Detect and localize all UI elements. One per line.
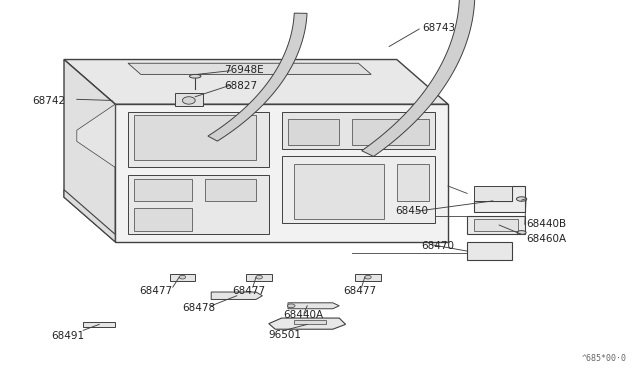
Polygon shape [467,216,525,234]
Ellipse shape [517,231,526,234]
Polygon shape [208,13,307,141]
Polygon shape [474,186,512,201]
Polygon shape [64,60,448,104]
Polygon shape [211,292,262,299]
Polygon shape [134,208,192,231]
Text: 76948E: 76948E [224,65,264,75]
Ellipse shape [189,74,201,78]
Polygon shape [128,175,269,234]
Ellipse shape [182,97,195,104]
Ellipse shape [516,197,527,201]
Bar [175,93,203,106]
Ellipse shape [365,275,371,279]
Polygon shape [64,190,115,242]
Text: 96501: 96501 [269,330,302,340]
Polygon shape [77,104,115,167]
Polygon shape [352,119,429,145]
Polygon shape [288,303,339,309]
Text: 68742: 68742 [32,96,65,106]
Text: 68440A: 68440A [284,311,324,320]
Polygon shape [362,0,475,156]
Polygon shape [128,112,269,167]
Text: 68440B: 68440B [526,219,566,229]
Text: 68477: 68477 [140,286,173,296]
Text: 68477: 68477 [232,286,266,296]
Polygon shape [474,186,525,212]
Polygon shape [64,60,115,242]
Polygon shape [397,164,429,201]
Polygon shape [83,322,115,327]
Text: 68470: 68470 [421,241,454,250]
Polygon shape [282,112,435,149]
Polygon shape [294,164,384,219]
Polygon shape [294,320,326,324]
Polygon shape [170,274,195,281]
Text: 68450: 68450 [396,206,429,216]
Text: 68478: 68478 [182,303,216,313]
Text: ^685*00·0: ^685*00·0 [582,354,627,363]
Polygon shape [134,179,192,201]
Polygon shape [246,274,272,281]
Polygon shape [115,104,448,242]
Polygon shape [474,219,518,231]
Ellipse shape [256,275,262,279]
Polygon shape [288,119,339,145]
Ellipse shape [287,304,295,308]
Ellipse shape [179,275,186,279]
Polygon shape [282,156,435,223]
Polygon shape [134,115,256,160]
Polygon shape [467,242,512,260]
Text: 68491: 68491 [51,331,84,341]
Polygon shape [128,63,371,74]
Text: 68460A: 68460A [526,234,566,244]
Polygon shape [269,318,346,329]
Text: 68743: 68743 [422,23,456,33]
Polygon shape [355,274,381,281]
Text: 68477: 68477 [343,286,376,296]
Polygon shape [205,179,256,201]
Text: 68827: 68827 [224,81,257,90]
